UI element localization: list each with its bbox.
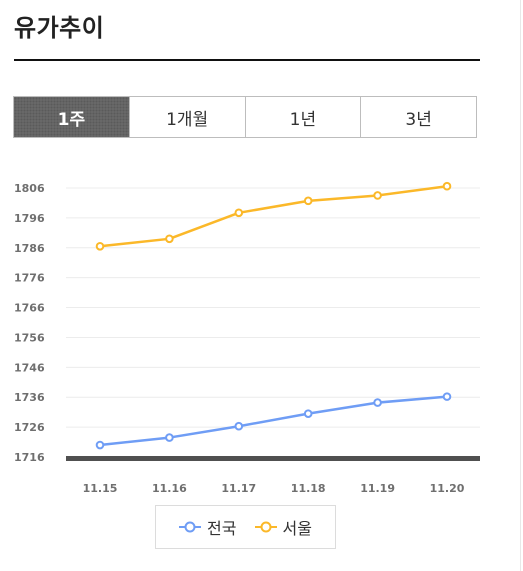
legend-label-seoul: 서울 (282, 519, 312, 538)
x-tick-label: 11.17 (221, 482, 256, 495)
price-trend-chart: 1806 1796 1786 1776 1766 1756 1746 1736 1726 1716… (14, 181, 480, 495)
y-tick-label: 1786 (14, 242, 45, 255)
y-tick-label: 1766 (14, 302, 45, 315)
legend-label-national: 전국 (207, 519, 237, 538)
data-point-1 (303, 196, 313, 206)
data-point-0 (442, 392, 452, 401)
y-tick-label: 1796 (14, 212, 45, 225)
data-point-0 (165, 433, 174, 442)
x-tick-label: 11.15 (83, 482, 118, 495)
data-point-0 (95, 440, 105, 450)
y-tick-label: 1746 (14, 361, 45, 374)
page-title: 유가추이 (14, 14, 105, 42)
title-divider (14, 59, 480, 61)
period-tabs: 1주 1개월 1년 3년 (13, 96, 477, 138)
tab-3-year[interactable]: 3년 (361, 97, 476, 137)
data-point-1 (165, 234, 174, 244)
y-tick-label: 1716 (14, 451, 45, 464)
y-tick-label: 1776 (14, 272, 45, 285)
legend-marker-seoul (254, 521, 277, 533)
x-axis-line (66, 456, 480, 461)
legend-item-national[interactable]: 전국 (179, 515, 237, 539)
tab-1-month[interactable]: 1개월 (129, 97, 246, 137)
legend-marker-national (179, 521, 202, 533)
y-tick-label: 1726 (14, 421, 45, 434)
x-tick-label: 11.16 (152, 482, 187, 495)
series-line-1 (99, 184, 448, 248)
x-tick-label: 11.19 (360, 482, 395, 495)
y-tick-label: 1756 (14, 331, 45, 344)
y-tick-label: 1806 (14, 182, 45, 195)
x-tick-label: 11.20 (430, 482, 465, 495)
data-point-1 (442, 181, 452, 191)
data-point-0 (234, 421, 244, 431)
data-point-1 (95, 241, 105, 251)
y-tick-label: 1736 (14, 391, 45, 404)
data-point-1 (234, 208, 244, 218)
series-line-0 (99, 395, 448, 447)
chart-legend: 전국 서울 (155, 505, 336, 549)
data-point-0 (373, 398, 382, 407)
legend-item-seoul[interactable]: 서울 (254, 515, 312, 539)
tab-1-week[interactable]: 1주 (14, 97, 130, 137)
x-tick-label: 11.18 (291, 482, 326, 495)
panel-edge (520, 0, 521, 571)
data-point-1 (373, 191, 382, 200)
tab-1-year[interactable]: 1년 (245, 97, 362, 137)
data-point-0 (303, 409, 313, 418)
